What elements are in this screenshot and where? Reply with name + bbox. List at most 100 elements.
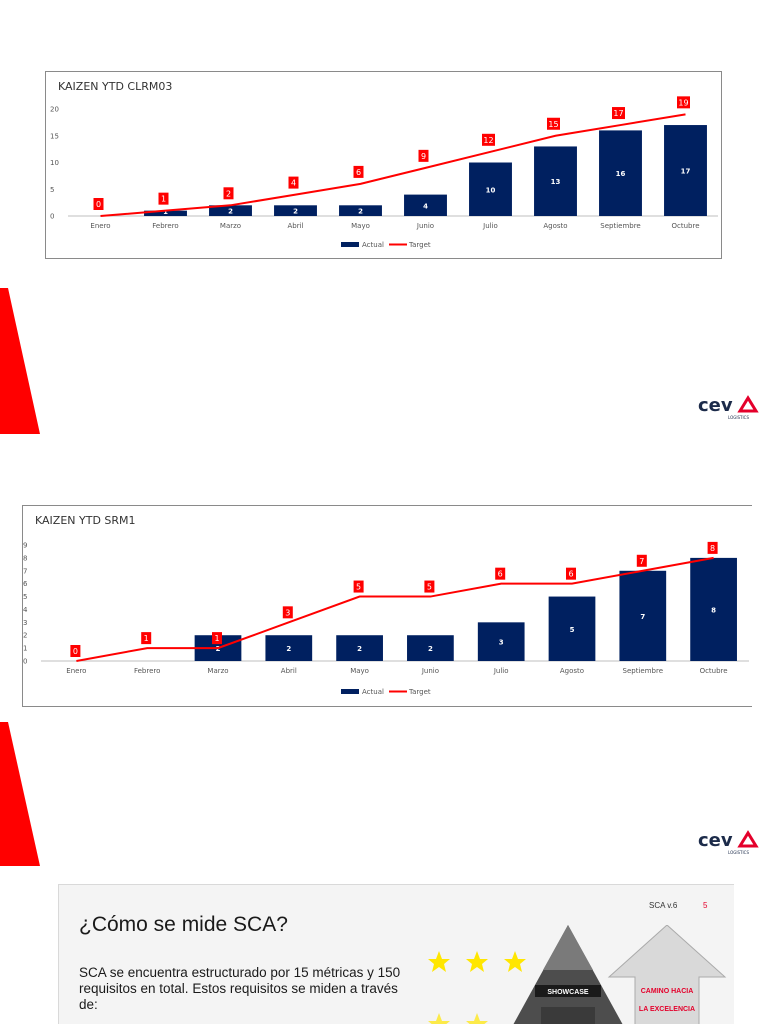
pyramid-label: SHOWCASE <box>547 989 589 996</box>
bar-data-label: 3 <box>499 639 504 647</box>
slide-page-number: 5 <box>703 901 708 910</box>
y-tick-label: 1 <box>23 645 27 653</box>
x-tick-label: Enero <box>90 222 110 230</box>
target-data-label-box <box>495 567 506 580</box>
bar <box>599 130 642 216</box>
target-data-label-box <box>212 632 222 645</box>
target-data-label-box <box>158 192 169 205</box>
y-tick-label: 4 <box>23 606 28 614</box>
x-tick-label: Mayo <box>351 222 370 230</box>
legend-target-label: Target <box>408 688 431 696</box>
x-tick-label: Abril <box>288 222 304 230</box>
x-tick-label: Septiembre <box>600 222 640 230</box>
bar-data-label: 16 <box>616 170 626 178</box>
y-tick-label: 15 <box>50 132 59 140</box>
target-line <box>100 113 686 217</box>
target-data-label: 1 <box>144 634 149 643</box>
target-data-label: 0 <box>73 647 78 656</box>
bar-data-label: 17 <box>681 168 691 176</box>
bar-data-label: 2 <box>293 208 298 216</box>
target-data-label: 2 <box>226 189 231 198</box>
bar-data-label: 2 <box>228 208 233 216</box>
target-data-label: 8 <box>710 544 715 553</box>
legend-actual-label: Actual <box>362 241 384 249</box>
bar-data-label: 5 <box>570 626 575 634</box>
target-data-label: 0 <box>96 200 101 209</box>
legend-actual-swatch <box>341 242 359 247</box>
target-data-label-box <box>288 176 299 189</box>
legend-actual-label: Actual <box>362 688 384 696</box>
bar <box>144 210 187 216</box>
bar <box>619 570 667 661</box>
target-data-label-box <box>424 580 435 593</box>
x-tick-label: Julio <box>482 222 498 230</box>
ceva-logo: cev LOGISTICS <box>698 395 760 426</box>
bar <box>336 635 383 661</box>
bar-data-label: 2 <box>428 645 433 653</box>
chart-clrm03: KAIZEN YTD CLRM03 0 5 10 15 20 1 2 2 2 4 10 13 16 17 E… <box>45 71 722 259</box>
bar <box>265 635 313 661</box>
x-tick-label: Marzo <box>220 222 241 230</box>
target-data-label: 7 <box>639 557 644 566</box>
target-data-label: 6 <box>498 570 503 579</box>
bar <box>339 205 382 216</box>
pyramid-icon: SHOWCASE <box>513 925 623 1024</box>
y-tick-label: 20 <box>50 106 59 114</box>
target-data-label-box <box>636 554 647 567</box>
target-data-label: 4 <box>291 179 296 188</box>
target-data-label-box <box>353 580 364 593</box>
x-tick-label: Agosto <box>560 667 584 675</box>
logo-text: cev <box>698 395 733 416</box>
target-data-label: 12 <box>483 136 493 145</box>
legend-actual-swatch <box>341 689 359 694</box>
bar <box>534 146 577 216</box>
target-data-label-box <box>70 645 81 657</box>
y-tick-label: 7 <box>23 567 27 575</box>
bar-data-label: 2 <box>358 208 363 216</box>
x-tick-label: Agosto <box>543 222 567 230</box>
target-data-label-box <box>482 133 495 146</box>
y-tick-label: 0 <box>50 213 54 221</box>
target-data-label-box <box>418 149 429 162</box>
target-data-label-box <box>93 198 104 210</box>
slide-version: SCA v.6 <box>649 901 678 910</box>
x-tick-label: Febrero <box>152 222 178 230</box>
bar-data-label: 7 <box>640 613 645 621</box>
y-tick-label: 9 <box>23 542 27 550</box>
target-data-label: 3 <box>285 608 290 617</box>
chart-srm1: KAIZEN YTD SRM1 0 1 2 3 4 5 6 7 8 9 2 2 2 2 3 5 7 8 Enero F… <box>22 505 752 707</box>
arrow-label-2: LA EXCELENCIA <box>639 1006 695 1013</box>
svg-text:cev: cev <box>698 830 733 851</box>
target-data-label: 15 <box>548 120 558 129</box>
arrow-label-1: CAMINO HACIA <box>641 988 694 995</box>
bar <box>404 194 447 216</box>
bar <box>407 635 454 661</box>
y-tick-label: 8 <box>23 554 27 562</box>
target-data-label: 1 <box>161 195 166 204</box>
y-tick-label: 10 <box>50 159 59 167</box>
y-tick-label: 6 <box>23 580 28 588</box>
target-data-label: 5 <box>427 583 432 592</box>
bar <box>548 596 596 661</box>
y-tick-label: 5 <box>50 186 54 194</box>
y-tick-label: 5 <box>23 593 27 601</box>
slide-title: ¿Cómo se mide SCA? <box>79 913 288 936</box>
y-tick-label: 0 <box>23 658 27 666</box>
svg-text:LOGISTICS: LOGISTICS <box>728 415 749 420</box>
bar-data-label: 13 <box>551 178 561 186</box>
svg-text:LOGISTICS: LOGISTICS <box>728 850 749 855</box>
y-tick-label: 3 <box>23 619 27 627</box>
target-data-label-box <box>223 187 234 200</box>
chart-title: KAIZEN YTD CLRM03 <box>58 80 173 93</box>
x-tick-label: Octubre <box>700 667 728 675</box>
bar-data-label: 8 <box>711 606 716 614</box>
x-tick-label: Septiembre <box>623 667 663 675</box>
bar <box>477 622 525 661</box>
y-tick-label: 2 <box>23 632 27 640</box>
x-tick-label: Octubre <box>671 222 699 230</box>
chart-title: KAIZEN YTD SRM1 <box>35 514 136 527</box>
target-data-label: 9 <box>421 152 426 161</box>
target-data-label: 5 <box>356 583 361 592</box>
